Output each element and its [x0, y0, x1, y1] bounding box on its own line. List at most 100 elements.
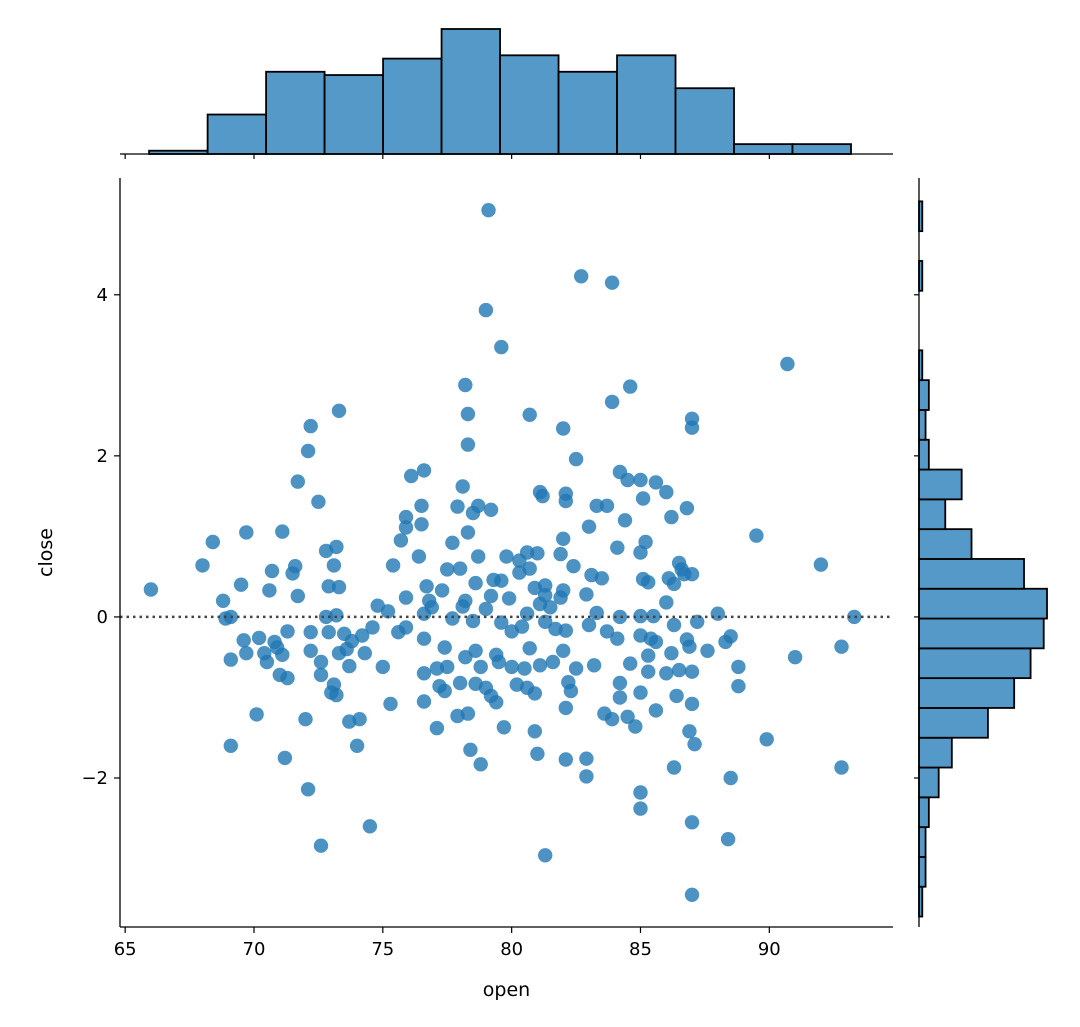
scatter-point [463, 742, 478, 757]
scatter-point [262, 583, 277, 598]
scatter-point [313, 667, 329, 683]
scatter-point [321, 625, 336, 640]
scatter-point [391, 625, 406, 640]
scatter-point [664, 509, 679, 525]
scatter-point [604, 275, 620, 290]
scatter-point [298, 712, 313, 727]
scatter-point [648, 475, 664, 490]
axes [119, 178, 893, 928]
scatter-point [494, 615, 509, 630]
scatter-point [623, 379, 638, 394]
scatter-point [512, 565, 527, 580]
scatter-point [633, 685, 648, 700]
scatter-point [556, 421, 571, 436]
scatter-point [473, 757, 488, 772]
scatter-point [362, 819, 378, 834]
scatter-point [532, 658, 548, 673]
scatter-point [352, 712, 367, 727]
scatter-point [556, 531, 571, 546]
scatter-point [357, 646, 372, 661]
scatter-point [749, 528, 764, 543]
scatter-point [483, 588, 499, 604]
scatter-point [468, 643, 483, 658]
scatter-point [264, 563, 280, 579]
y-axis-label: close [35, 528, 57, 577]
scatter-point [411, 549, 427, 564]
scatter-point [385, 558, 401, 573]
scatter-point [300, 443, 316, 459]
scatter-point [329, 687, 344, 703]
scatter-point [847, 609, 862, 625]
scatter-point [671, 662, 687, 678]
scatter-point [365, 620, 380, 635]
scatter-point [398, 509, 414, 525]
y-axis-ticks: −2 0 2 4 [81, 285, 120, 789]
scatter-point [460, 406, 476, 422]
scatter-point [530, 746, 545, 761]
right-hist-bar [918, 379, 930, 411]
scatter-point [318, 609, 334, 625]
scatter-point [290, 588, 305, 604]
top-hist-bar [323, 74, 384, 155]
right-hist-bar [918, 766, 940, 799]
scatter-point [489, 695, 504, 710]
scatter-point [414, 498, 429, 513]
scatter-point [633, 545, 648, 560]
scatter-point [494, 339, 509, 355]
main-scatter-plot: 65 70 75 80 85 90 −2 0 2 4 [81, 178, 893, 960]
scatter-point [731, 659, 746, 675]
scatter-point [499, 549, 514, 564]
scatter-point [710, 606, 725, 621]
scatter-point [610, 631, 625, 646]
scatter-point [471, 549, 486, 564]
scatter-point [445, 535, 460, 550]
scatter-point [834, 760, 849, 775]
scatter-point [277, 750, 293, 766]
scatter-point [419, 579, 434, 594]
scatter-point [568, 661, 584, 676]
scatter-point [553, 546, 568, 562]
right-hist-bar [918, 826, 927, 858]
scatter-point [303, 643, 318, 658]
x-axis-label: open [483, 979, 530, 1001]
scatter-point [285, 566, 300, 581]
scatter-point [326, 558, 342, 573]
scatter-point [331, 579, 347, 595]
scatter-point [437, 640, 452, 655]
scatter-point [682, 724, 697, 739]
top-hist-bar [791, 143, 852, 155]
scatter-point [473, 659, 488, 675]
scatter-point [478, 302, 494, 318]
scatter-point [481, 203, 496, 218]
scatter-point [684, 664, 700, 679]
scatter-point [579, 751, 594, 766]
scatter-point [416, 694, 432, 709]
scatter-point [522, 407, 537, 422]
scatter-point [504, 659, 519, 675]
scatter-point [723, 770, 738, 786]
scatter-point [233, 577, 249, 592]
scatter-point [604, 394, 620, 410]
scatter-point [522, 641, 537, 656]
scatter-point [313, 654, 329, 670]
scatter-point [527, 724, 542, 739]
scatter-point [519, 606, 535, 621]
scatter-point [383, 696, 398, 712]
scatter-point [311, 494, 326, 509]
top-marginal-histogram [120, 28, 893, 159]
scatter-point [620, 472, 635, 488]
scatter-point [759, 732, 774, 747]
scatter-point [594, 571, 609, 586]
scatter-point [677, 567, 692, 582]
scatter-point [612, 690, 628, 705]
scatter-point [303, 625, 318, 640]
scatter-point [460, 706, 476, 721]
scatter-point [700, 643, 715, 658]
scatter-point [620, 709, 635, 724]
scatter-point [563, 683, 579, 699]
scatter-point [375, 659, 390, 675]
scatter-point [684, 696, 700, 712]
scatter-point [239, 525, 254, 540]
scatter-point [617, 513, 633, 528]
